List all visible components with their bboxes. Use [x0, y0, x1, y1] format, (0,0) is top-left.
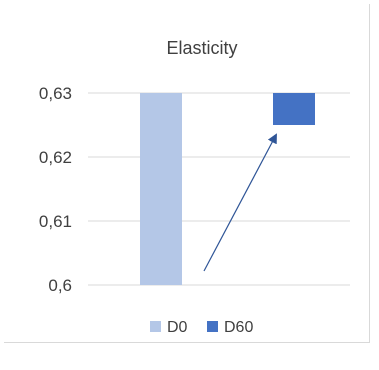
y-tick-label: 0,6: [48, 276, 72, 295]
y-axis-ticks: 0,6 0,61 0,62 0,63: [39, 84, 72, 295]
y-tick-label: 0,61: [39, 212, 72, 231]
legend-label-d0: D0: [167, 319, 188, 336]
legend-swatch-d60: [207, 321, 218, 332]
legend-label-d60: D60: [224, 319, 253, 336]
chart-frame: [4, 4, 370, 343]
bar-d60: [273, 93, 315, 125]
bars: [140, 93, 315, 285]
bar-d0: [140, 93, 182, 285]
trend-arrow: [203, 133, 277, 272]
y-tick-label: 0,63: [39, 84, 72, 103]
y-tick-label: 0,62: [39, 148, 72, 167]
legend: D0 D60: [150, 319, 253, 336]
legend-swatch-d0: [150, 321, 161, 332]
chart-title: Elasticity: [166, 38, 237, 58]
